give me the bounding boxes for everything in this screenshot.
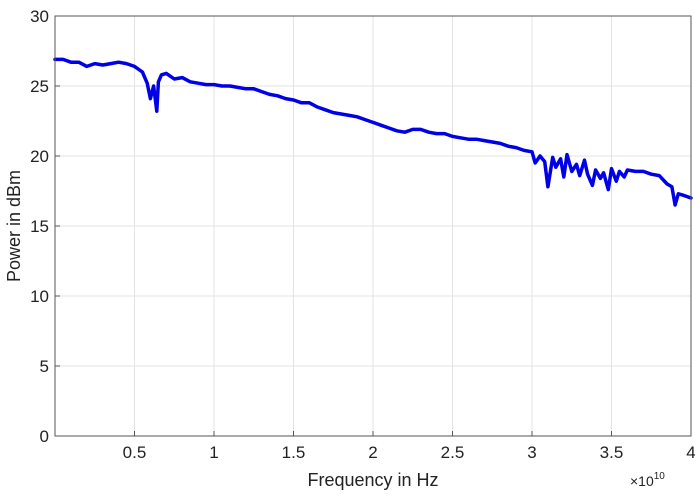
y-tick-label: 15 xyxy=(30,217,49,236)
y-tick-label: 5 xyxy=(40,357,49,376)
series-layer xyxy=(53,57,693,207)
x-tick-label: 3 xyxy=(527,443,536,462)
y-tick-label: 10 xyxy=(30,287,49,306)
x-exponent-power: 10 xyxy=(654,471,666,482)
power-series-line xyxy=(53,57,693,207)
x-tick-label: 3.5 xyxy=(600,443,624,462)
x-tick-label: 2.5 xyxy=(441,443,465,462)
y-tick-label: 25 xyxy=(30,77,49,96)
plot-frame xyxy=(54,15,692,437)
x-tick-label: 0.5 xyxy=(123,443,147,462)
y-tick-labels: 0 5 10 15 20 25 30 xyxy=(30,7,49,446)
y-tick-label: 30 xyxy=(30,7,49,26)
x-tick-label: 4 xyxy=(686,443,695,462)
y-tick-label: 0 xyxy=(40,427,49,446)
x-tick-label: 2 xyxy=(368,443,377,462)
x-exponent-base: ×10 xyxy=(630,473,654,489)
y-axis-label: Power in dBm xyxy=(4,170,24,282)
x-exponent-label: ×1010 xyxy=(630,471,665,489)
x-axis-label: Frequency in Hz xyxy=(307,470,438,490)
x-tick-label: 1.5 xyxy=(282,443,306,462)
x-tick-labels: 0.5 1 1.5 2 2.5 3 3.5 4 xyxy=(123,443,695,462)
y-tick-label: 20 xyxy=(30,147,49,166)
x-tick-label: 1 xyxy=(209,443,218,462)
